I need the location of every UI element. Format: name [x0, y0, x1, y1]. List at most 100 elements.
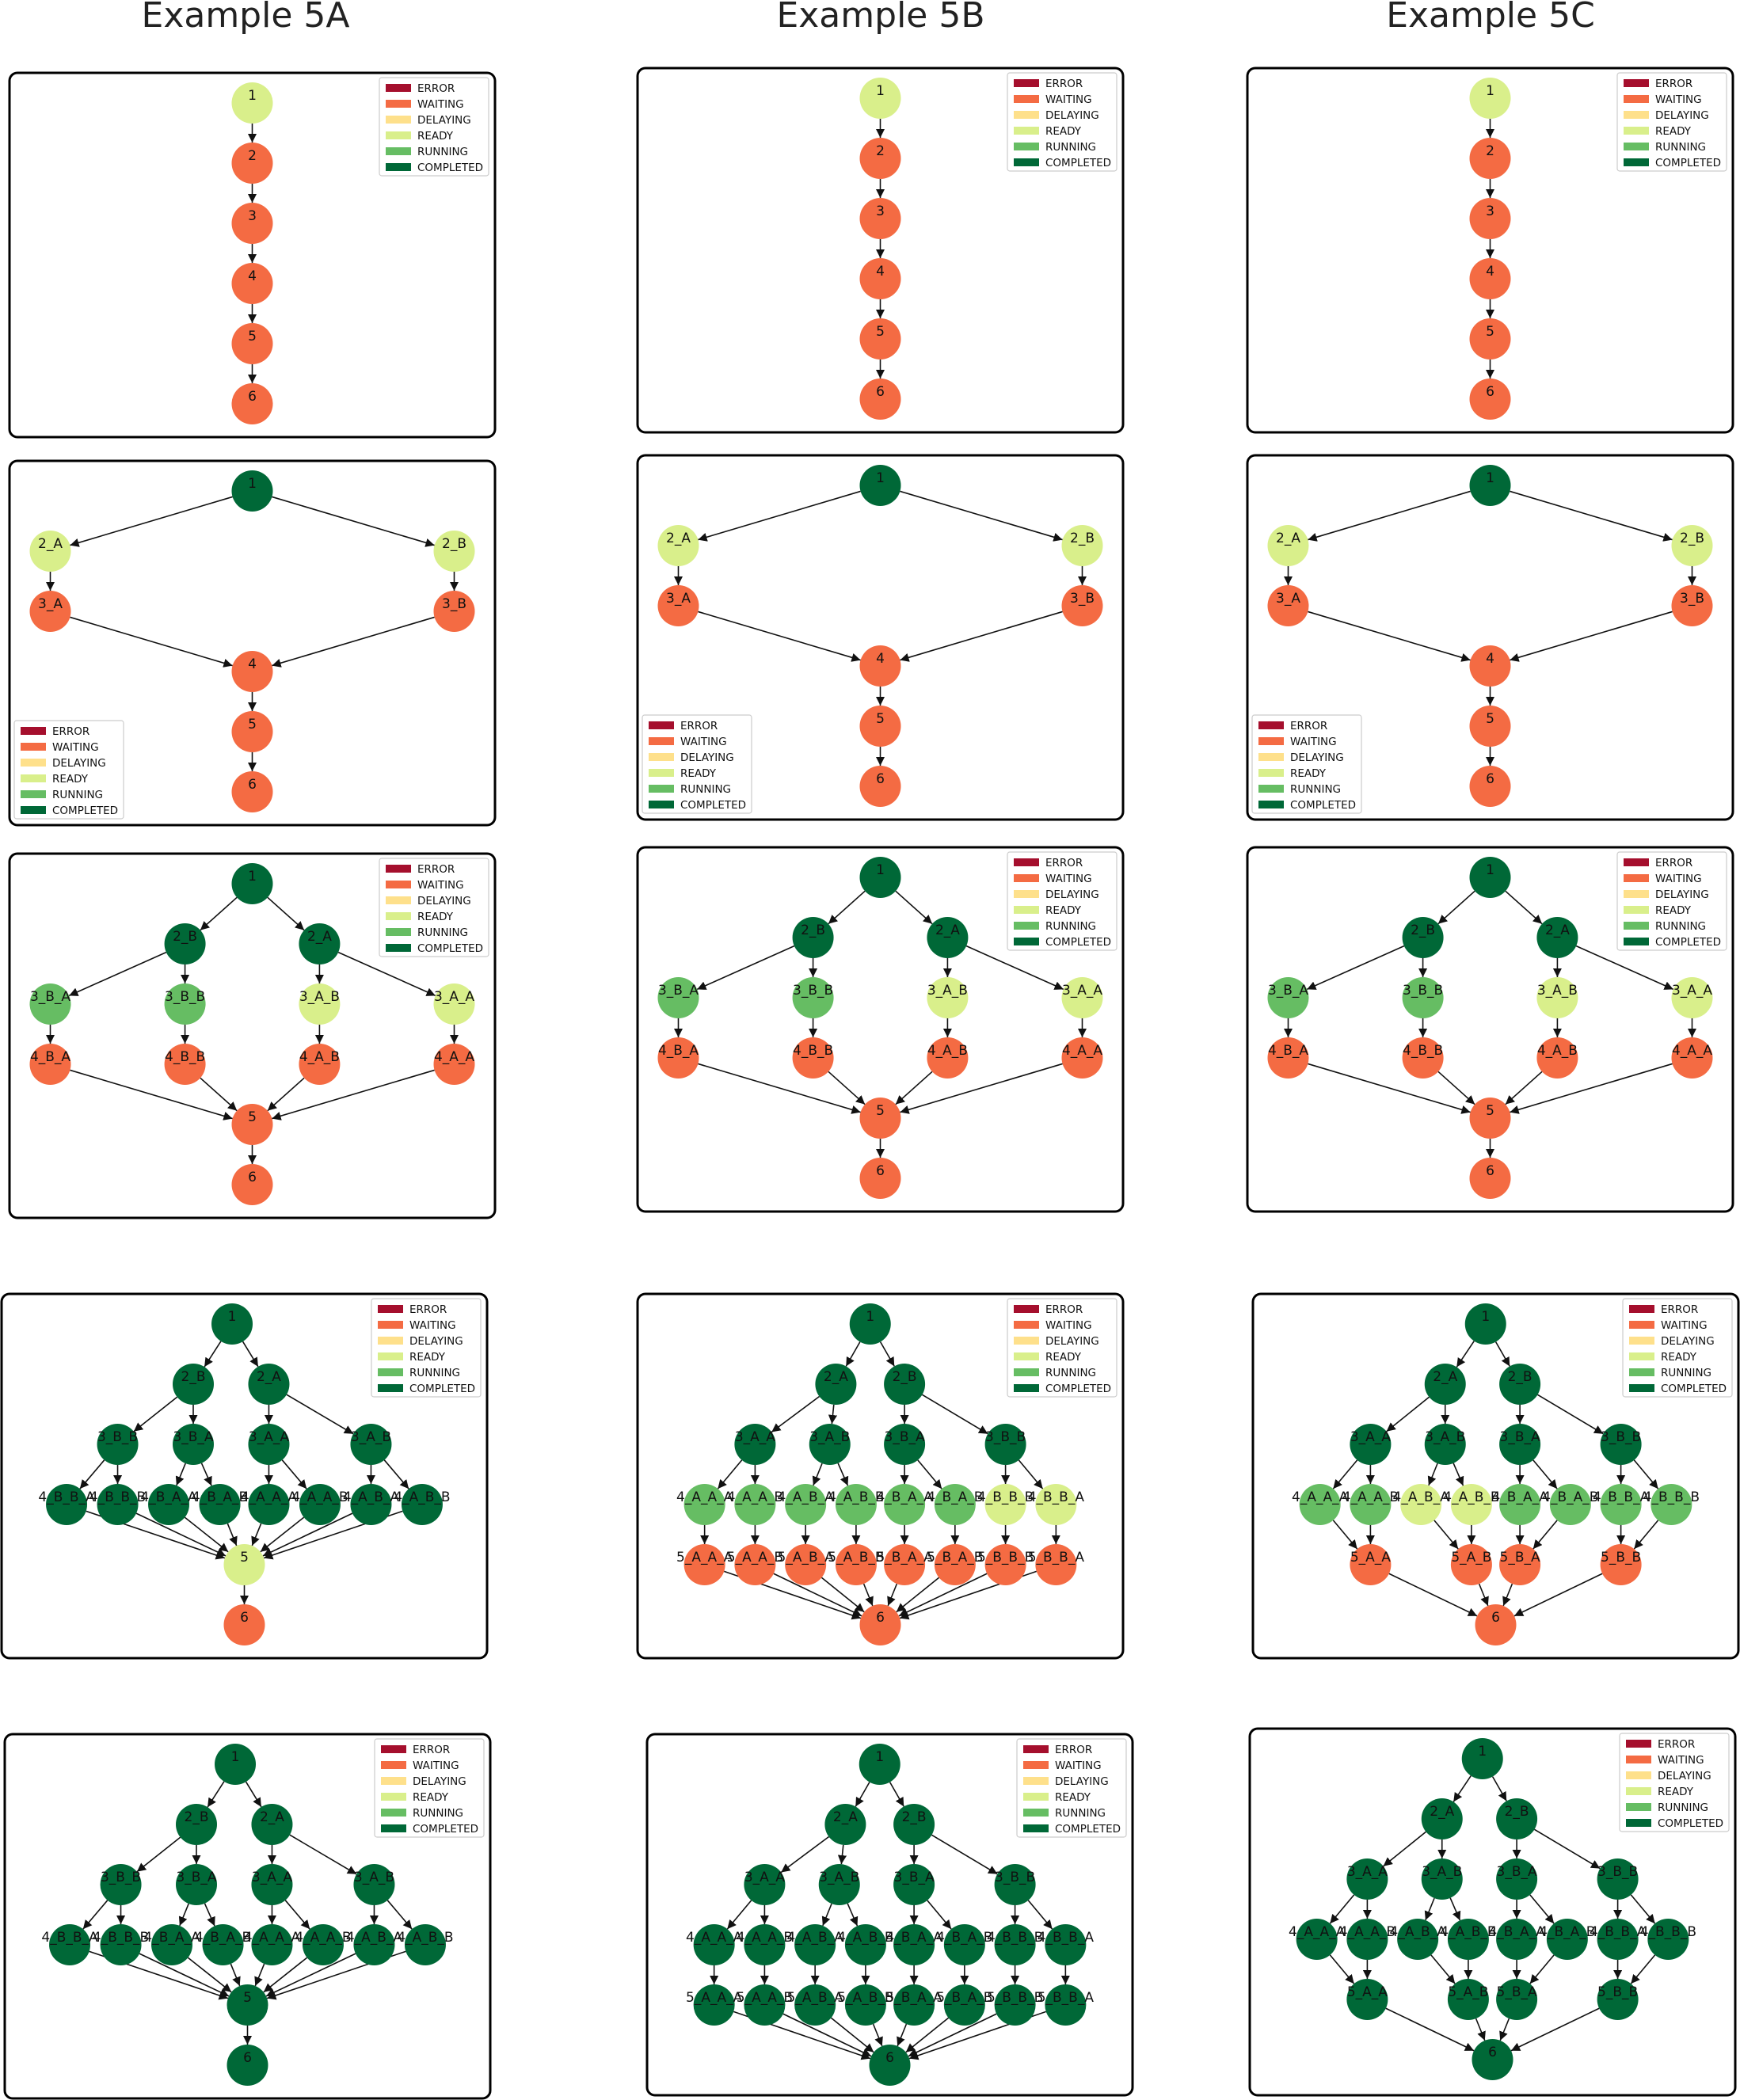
node-circle: [934, 1484, 976, 1525]
edge-5_B_B_B-to-6: [898, 1573, 988, 1617]
legend-swatch: [386, 881, 411, 888]
edge-1-to-2_B: [1510, 490, 1673, 542]
node-3_B_A: 3_B_A: [29, 983, 71, 1025]
legend-item-ready: READY: [381, 1791, 449, 1804]
node-label: 2_A: [260, 1809, 284, 1825]
node-label: 4_A_A_B: [737, 1930, 793, 1946]
edge-4_A_A_A-to-5: [254, 1963, 265, 1987]
nodes: 1 2_B 2_A 3_B_A 3_B_B 3_A_B 3_A_A 4_B_A 4_B_B 4_A…: [657, 857, 1103, 1199]
edge-1-to-2_B: [272, 496, 435, 547]
node-2: 2: [231, 143, 273, 184]
legend-item-error: ERROR: [1014, 1303, 1083, 1316]
legend-label: DELAYING: [1655, 109, 1709, 122]
node-label: 3_A: [666, 591, 691, 607]
legend-label: ERROR: [1655, 857, 1692, 869]
legend-swatch: [1014, 1384, 1039, 1392]
legend-item-running: RUNNING: [1624, 141, 1706, 154]
node-circle: [248, 1424, 290, 1465]
node-circle: [1499, 1364, 1541, 1405]
legend-swatch: [1624, 890, 1649, 898]
node-label: 6: [1486, 1163, 1494, 1179]
node-label: 2_B: [893, 1369, 917, 1385]
legend-swatch: [386, 865, 411, 873]
node-label: 3_B_B: [101, 1870, 141, 1885]
legend-swatch: [1626, 1787, 1651, 1795]
node-circle: [818, 1864, 860, 1905]
legend-label: RUNNING: [1661, 1367, 1711, 1379]
legend-swatch: [1014, 938, 1039, 945]
node-circle: [1496, 1979, 1538, 2020]
edge-2_A-to-3_A_B: [828, 1404, 838, 1425]
node-circle: [223, 1544, 265, 1585]
node-circle: [657, 977, 699, 1018]
node-4_B_A_B: 4_B_A_B: [192, 1484, 248, 1525]
legend-item-error: ERROR: [1629, 1303, 1698, 1316]
legend-swatch: [21, 743, 46, 751]
legend-swatch: [1014, 1368, 1039, 1376]
legend-label: WAITING: [1661, 1319, 1708, 1332]
legend-label: READY: [413, 1791, 449, 1804]
node-5: 5: [223, 1544, 265, 1585]
node-circle: [1035, 1544, 1077, 1585]
edge-3_A_B-to-4_A_B_A: [812, 1463, 823, 1486]
node-circle: [934, 1544, 976, 1585]
node-label: 4_B_A_A: [876, 1489, 933, 1505]
node-1: 1: [859, 1744, 900, 1785]
node-circle: [202, 1924, 244, 1965]
legend-label: READY: [1290, 767, 1327, 780]
node-circle: [835, 1544, 877, 1585]
legend-item-waiting: WAITING: [649, 736, 727, 748]
panel-frame: [8, 459, 497, 827]
node-5_B_A_B: 5_B_A_B: [927, 1544, 983, 1585]
node-6: 6: [231, 1164, 273, 1205]
node-label: 2_B: [181, 1369, 206, 1385]
node-4_A_B: 4_A_B: [299, 1044, 341, 1085]
node-circle: [859, 1098, 901, 1139]
node-3_B_B: 3_B_B: [164, 983, 206, 1025]
node-label: 4_A_A: [1062, 1043, 1102, 1059]
node-3_A_B: 3_A_B: [1424, 1424, 1466, 1465]
node-label: 1: [876, 862, 885, 878]
node-label: 6: [248, 777, 257, 793]
node-circle: [433, 591, 475, 632]
edge-2_A-to-3_A_A: [780, 1836, 830, 1874]
node-label: 5: [876, 324, 885, 340]
nodes: 1 2_B 2_A 3_B_B 3_B_A 3_A_A 3_A_B 4_B_B_A4_B_B_…: [38, 1303, 451, 1645]
node-circle: [433, 1044, 475, 1085]
edge-4_B_B-to-5: [200, 1077, 238, 1112]
node-label: 4_A_A: [1672, 1043, 1712, 1059]
legend-label: COMPLETED: [1661, 1383, 1727, 1395]
node-circle: [211, 1303, 253, 1345]
node-4_B_B_B: 4_B_B_B: [93, 1924, 149, 1965]
node-5_B_B_B: 5_B_B_B: [987, 1984, 1043, 2026]
edge-5_B_A-to-6: [1502, 1583, 1513, 1607]
node-4_B_A_A: 4_B_A_A: [876, 1484, 933, 1525]
node-circle: [1035, 1484, 1077, 1525]
node-3_A_B: 3_A_B: [818, 1864, 860, 1905]
node-4_B_A: 4_B_A: [657, 1037, 699, 1079]
node-5_A_B_B: 5_A_B_B: [837, 1984, 894, 2026]
node-4_B_B_B: 4_B_B_B: [987, 1924, 1043, 1965]
panel-frame: [0, 1292, 489, 1660]
node-circle: [984, 1424, 1026, 1465]
legend-swatch: [381, 1777, 406, 1785]
node-circle: [859, 706, 901, 747]
node-label: 4_B_A_A: [1488, 1924, 1545, 1940]
node-6: 6: [231, 383, 273, 424]
node-circle: [1447, 1979, 1489, 2020]
column-title-example-5c: Example 5C: [1386, 0, 1595, 36]
legend-label: READY: [1045, 1351, 1082, 1364]
legend-label: DELAYING: [1055, 1775, 1109, 1788]
legend-label: RUNNING: [680, 783, 731, 796]
legend-label: RUNNING: [417, 146, 468, 158]
node-label: 1: [1481, 1309, 1490, 1325]
node-label: 1: [1486, 470, 1494, 486]
node-5_B_B_A: 5_B_B_A: [1038, 1984, 1094, 2026]
node-4_A_B_A: 4_A_B_A: [346, 1924, 402, 1965]
legend-swatch: [1626, 1803, 1651, 1811]
node-label: 6: [1486, 771, 1494, 787]
edge-1-to-2_B: [1437, 890, 1475, 925]
node-3_A: 3_A: [29, 591, 71, 632]
nodes: 1 2 3 4 5 6: [1469, 78, 1511, 420]
node-4: 4: [1469, 645, 1511, 687]
